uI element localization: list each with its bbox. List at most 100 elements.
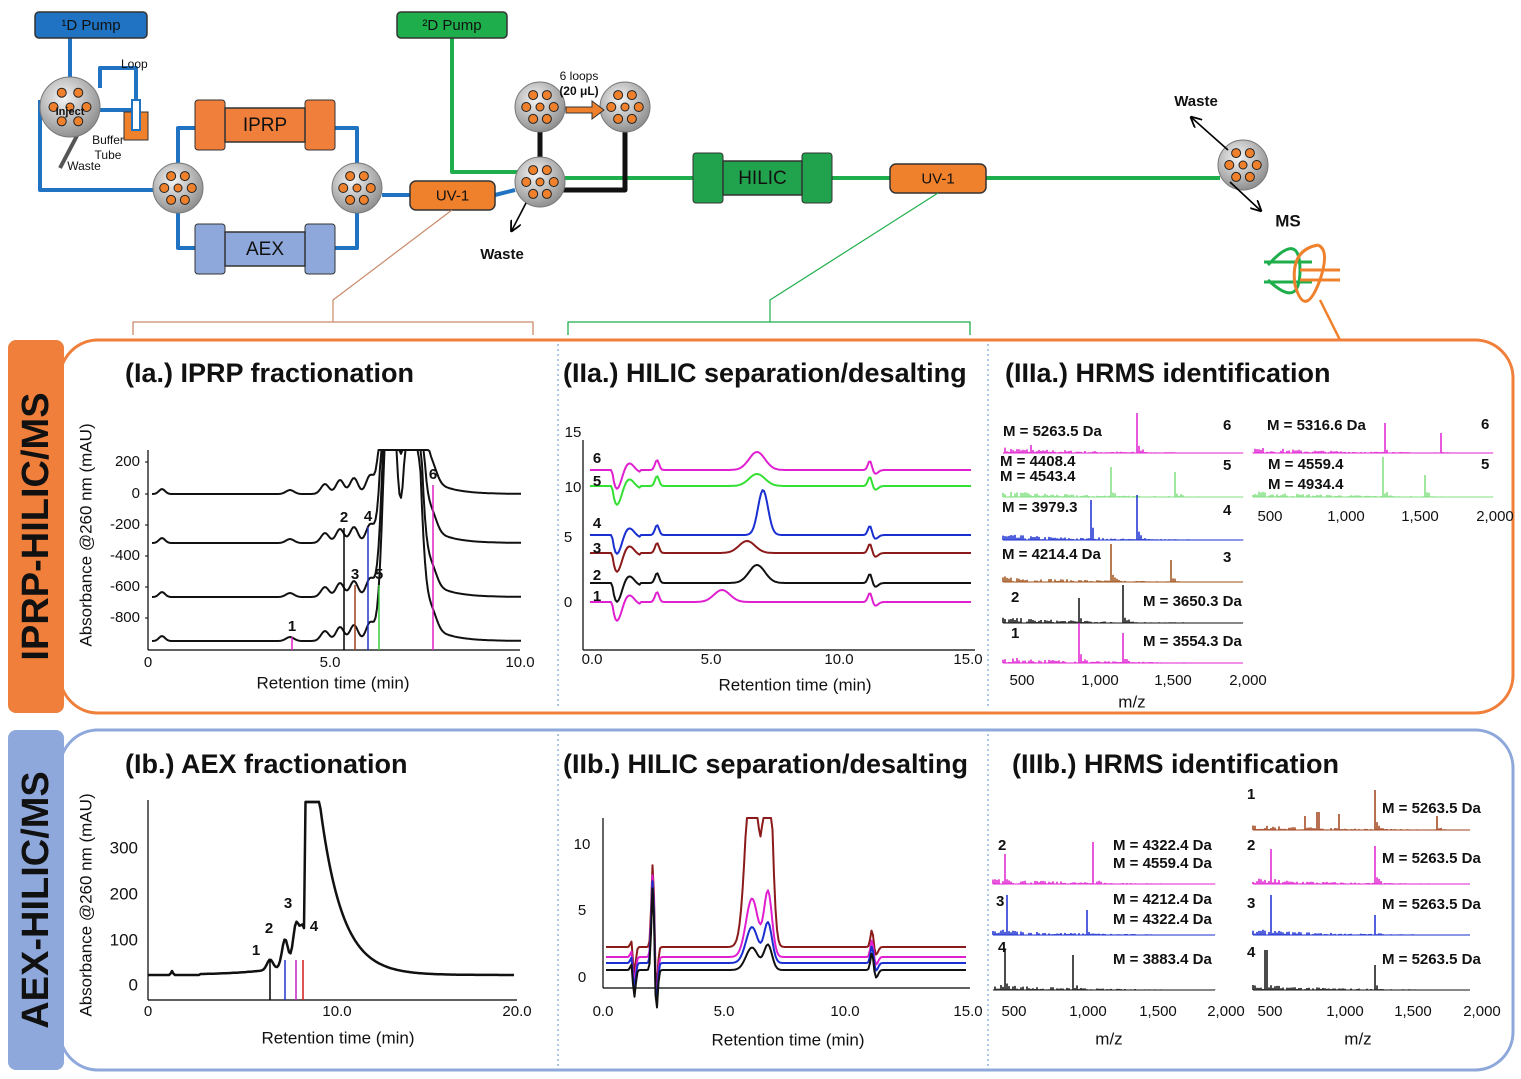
tick-label: 0 <box>132 485 140 502</box>
tick-label: 500 <box>1009 672 1034 689</box>
mass-label: M = 4212.4 Da <box>1113 891 1212 908</box>
tick-label: 200 <box>115 453 140 470</box>
tick-label: 1,500 <box>1401 508 1439 525</box>
tick-label: 300 <box>110 838 138 857</box>
tick-label: 0.0 <box>582 651 603 668</box>
valve-port <box>606 102 617 112</box>
tick-label: 5 <box>564 529 572 546</box>
tubing <box>450 38 540 174</box>
tick-label: 500 <box>1257 508 1282 525</box>
valve-port <box>1251 160 1262 170</box>
spectrum-label: 2 <box>1247 837 1255 854</box>
valve-port <box>528 165 539 176</box>
panel-title: (IIa.) HILIC separation/desalting <box>563 358 967 388</box>
spectrum-label: 5 <box>1223 457 1231 474</box>
trace <box>606 874 966 996</box>
valve-port <box>613 113 624 124</box>
tick-label: 0 <box>144 1003 152 1020</box>
ms-icon <box>1292 243 1340 303</box>
tick-label: 10 <box>574 836 591 853</box>
spectrum-label: 1 <box>1247 786 1255 803</box>
mass-label: M = 5263.5 Da <box>1382 896 1481 913</box>
axis-label: Retention time (min) <box>256 673 409 692</box>
label: Waste <box>1174 93 1218 110</box>
label: Waste <box>480 246 524 263</box>
axis-label: m/z <box>1344 1029 1371 1048</box>
valve-port <box>626 113 637 124</box>
peak-label: 3 <box>351 566 359 583</box>
valve-port <box>48 102 59 112</box>
tick-label: 10.0 <box>830 1003 859 1020</box>
arrow <box>1192 118 1229 151</box>
tick-label: 5.0 <box>714 1003 735 1020</box>
tick-label: 500 <box>1001 1003 1026 1020</box>
tick-label: 15.0 <box>953 651 982 668</box>
axis-label: Retention time (min) <box>261 1028 414 1047</box>
column-cap <box>194 99 226 151</box>
label: Inject <box>56 106 85 118</box>
loop-tube <box>131 99 141 131</box>
tick-label: 10.0 <box>824 651 853 668</box>
valve-port <box>179 171 190 182</box>
axis-label: Retention time (min) <box>718 675 871 694</box>
mass-label: M = 4322.4 Da <box>1113 911 1212 928</box>
trace <box>590 473 971 506</box>
tick-label: 15 <box>565 424 582 441</box>
mass-label: M = 5263.5 Da <box>1382 800 1481 817</box>
tick-label: 0 <box>129 975 138 994</box>
tick-label: 2,000 <box>1463 1003 1501 1020</box>
row-label: IPRP-HILIC/MS <box>15 392 57 660</box>
label: Loop <box>121 57 148 71</box>
valve-port <box>535 102 545 112</box>
column-cap <box>304 223 336 275</box>
valve-port <box>166 194 177 205</box>
detector-label: UV-1 <box>921 170 954 187</box>
tick-label: 1,000 <box>1327 508 1365 525</box>
valve-port <box>73 116 84 127</box>
spectrum-label: 3 <box>1247 895 1255 912</box>
valve-port <box>345 171 356 182</box>
valve-port <box>633 102 644 112</box>
valve-port <box>541 90 552 101</box>
row-tab <box>8 340 64 713</box>
valve-port <box>56 87 67 98</box>
valve-port <box>73 87 84 98</box>
label: (20 μL) <box>559 84 598 98</box>
panel-title: (Ia.) IPRP fractionation <box>125 358 414 388</box>
valve-port <box>345 194 356 205</box>
trace <box>151 449 521 598</box>
valve-port <box>548 177 559 187</box>
tick-label: 0.0 <box>593 1003 614 1020</box>
tick-label: 0 <box>144 654 152 671</box>
peak-label: 1 <box>288 618 296 635</box>
label: Buffer <box>92 133 124 147</box>
valve-port <box>179 194 190 205</box>
column <box>224 231 306 267</box>
valve-port <box>1238 160 1248 170</box>
column-cap <box>692 152 724 204</box>
tick-label: 10.0 <box>322 1003 351 1020</box>
bracket <box>567 321 971 335</box>
valve-port <box>613 90 624 101</box>
valve-port <box>541 188 552 199</box>
peak-label: 2 <box>265 920 273 937</box>
peak-label: 6 <box>429 466 437 483</box>
mass-label: M = 4214.4 Da <box>1002 546 1101 563</box>
valve-port <box>186 183 197 193</box>
pump-label: ¹D Pump <box>61 17 120 34</box>
mass-label: M = 5263.5 Da <box>1382 850 1481 867</box>
valve-port <box>352 183 362 193</box>
tick-label: 15.0 <box>953 1003 982 1020</box>
spectrum-label: 6 <box>1223 417 1231 434</box>
mass-label: M = 3554.3 Da <box>1143 633 1242 650</box>
tick-label: 1,000 <box>1069 1003 1107 1020</box>
axis-label: Retention time (min) <box>711 1030 864 1049</box>
trace <box>606 880 966 1002</box>
mass-label: M = 4543.4 <box>1000 468 1076 485</box>
trace <box>590 540 971 573</box>
bracket <box>132 321 534 335</box>
valve-port <box>541 165 552 176</box>
trace <box>151 449 521 495</box>
tick-label: 10 <box>565 479 582 496</box>
